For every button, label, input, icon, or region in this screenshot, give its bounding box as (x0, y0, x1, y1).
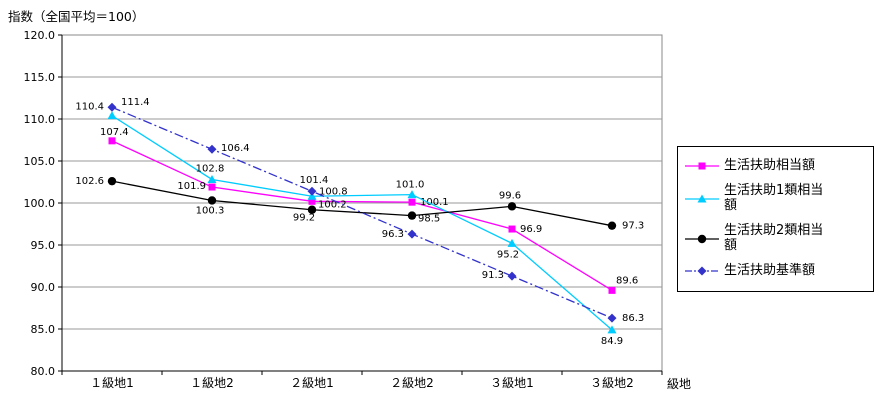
data-label: 99.6 (499, 190, 521, 201)
y-tick-label: 115.0 (24, 71, 56, 84)
category-label: １級地2 (190, 376, 234, 390)
data-label: 101.4 (300, 175, 329, 186)
series-line (111, 106, 613, 319)
data-label: 102.8 (196, 163, 225, 174)
diamond-marker-icon (107, 102, 117, 112)
square-marker-icon (408, 198, 416, 206)
y-tick-label: 80.0 (31, 365, 56, 378)
triangle-marker-icon (407, 190, 417, 199)
legend-item-label: 生活扶助基準額 (724, 262, 816, 278)
data-label: 91.3 (482, 270, 504, 281)
data-label: 89.6 (616, 275, 638, 286)
data-label: 106.4 (221, 143, 250, 154)
data-label: 95.2 (497, 249, 519, 260)
x-axis-label: 級地 (667, 377, 692, 391)
data-label: 100.8 (319, 186, 348, 197)
legend-circle-icon (685, 234, 719, 243)
square-marker-icon (508, 225, 516, 233)
legend-item: 生活扶助2類相当額 (684, 222, 867, 254)
y-tick-label: 105.0 (24, 155, 56, 168)
legend-square-icon (685, 162, 719, 170)
y-tick-label: 110.0 (24, 113, 56, 126)
category-label: １級地1 (90, 376, 134, 390)
legend-triangle-icon (685, 194, 719, 203)
legend-diamond-icon (685, 266, 719, 276)
data-label: 107.4 (100, 127, 129, 138)
data-label: 86.3 (622, 313, 644, 324)
circle-marker-icon (107, 176, 117, 186)
data-label: 100.1 (420, 197, 449, 208)
category-label: ３級地1 (490, 376, 534, 390)
category-label: ２級地2 (390, 376, 434, 390)
circle-marker-icon (507, 202, 517, 211)
series-line (111, 115, 613, 331)
circle-marker-icon (697, 234, 707, 243)
circle-marker-icon (607, 221, 617, 230)
triangle-marker-icon (607, 325, 617, 334)
category-label: ３級地2 (590, 376, 634, 390)
square-marker-icon (308, 197, 316, 205)
data-label: 101.0 (396, 180, 425, 191)
legend-item: 生活扶助1類相当額 (684, 182, 867, 214)
diamond-marker-icon (207, 144, 217, 154)
square-marker-icon (698, 162, 706, 170)
triangle-marker-icon (107, 111, 117, 120)
data-label: 100.2 (318, 199, 347, 210)
legend-item-label: 生活扶助相当額 (724, 158, 816, 173)
circle-marker-icon (407, 211, 417, 220)
data-label: 96.9 (520, 224, 542, 235)
square-marker-icon (108, 137, 116, 145)
legend-item-label: 生活扶助1類相当額 (724, 182, 824, 213)
data-label: 100.3 (196, 205, 225, 216)
data-label: 99.2 (293, 213, 315, 224)
triangle-marker-icon (307, 191, 317, 200)
square-marker-icon (608, 286, 616, 294)
circle-marker-icon (207, 196, 217, 205)
legend-item: 生活扶助相当額 (684, 158, 867, 174)
category-label: ２級地1 (290, 376, 334, 390)
data-label: 102.6 (75, 176, 104, 187)
diamond-marker-icon (697, 266, 707, 276)
y-tick-label: 95.0 (31, 239, 56, 252)
triangle-marker-icon (507, 238, 517, 247)
data-label: 97.3 (622, 221, 644, 232)
chart-title: 指数（全国平均＝100） (8, 9, 145, 24)
diamond-marker-icon (407, 229, 417, 239)
legend-item-label: 生活扶助2類相当額 (724, 222, 824, 253)
data-label: 96.3 (382, 229, 404, 240)
circle-marker-icon (307, 205, 317, 214)
series-line (111, 180, 613, 227)
y-tick-label: 100.0 (24, 197, 56, 210)
y-tick-label: 120.0 (24, 29, 56, 42)
diamond-marker-icon (307, 186, 317, 196)
data-label: 101.9 (177, 181, 206, 192)
triangle-marker-icon (697, 194, 707, 203)
y-tick-label: 85.0 (31, 323, 56, 336)
data-label: 98.5 (418, 214, 440, 225)
y-tick-label: 90.0 (31, 281, 56, 294)
diamond-marker-icon (507, 271, 517, 281)
legend-item: 生活扶助基準額 (684, 262, 867, 279)
triangle-marker-icon (207, 174, 217, 183)
data-label: 84.9 (601, 336, 623, 347)
data-label: 110.4 (75, 102, 104, 113)
legend: 生活扶助相当額生活扶助1類相当額 生活扶助2類相当額生活扶助基準額 (677, 146, 874, 292)
series-line (111, 140, 613, 291)
diamond-marker-icon (607, 313, 617, 323)
square-marker-icon (208, 183, 216, 191)
data-label: 111.4 (121, 97, 150, 108)
